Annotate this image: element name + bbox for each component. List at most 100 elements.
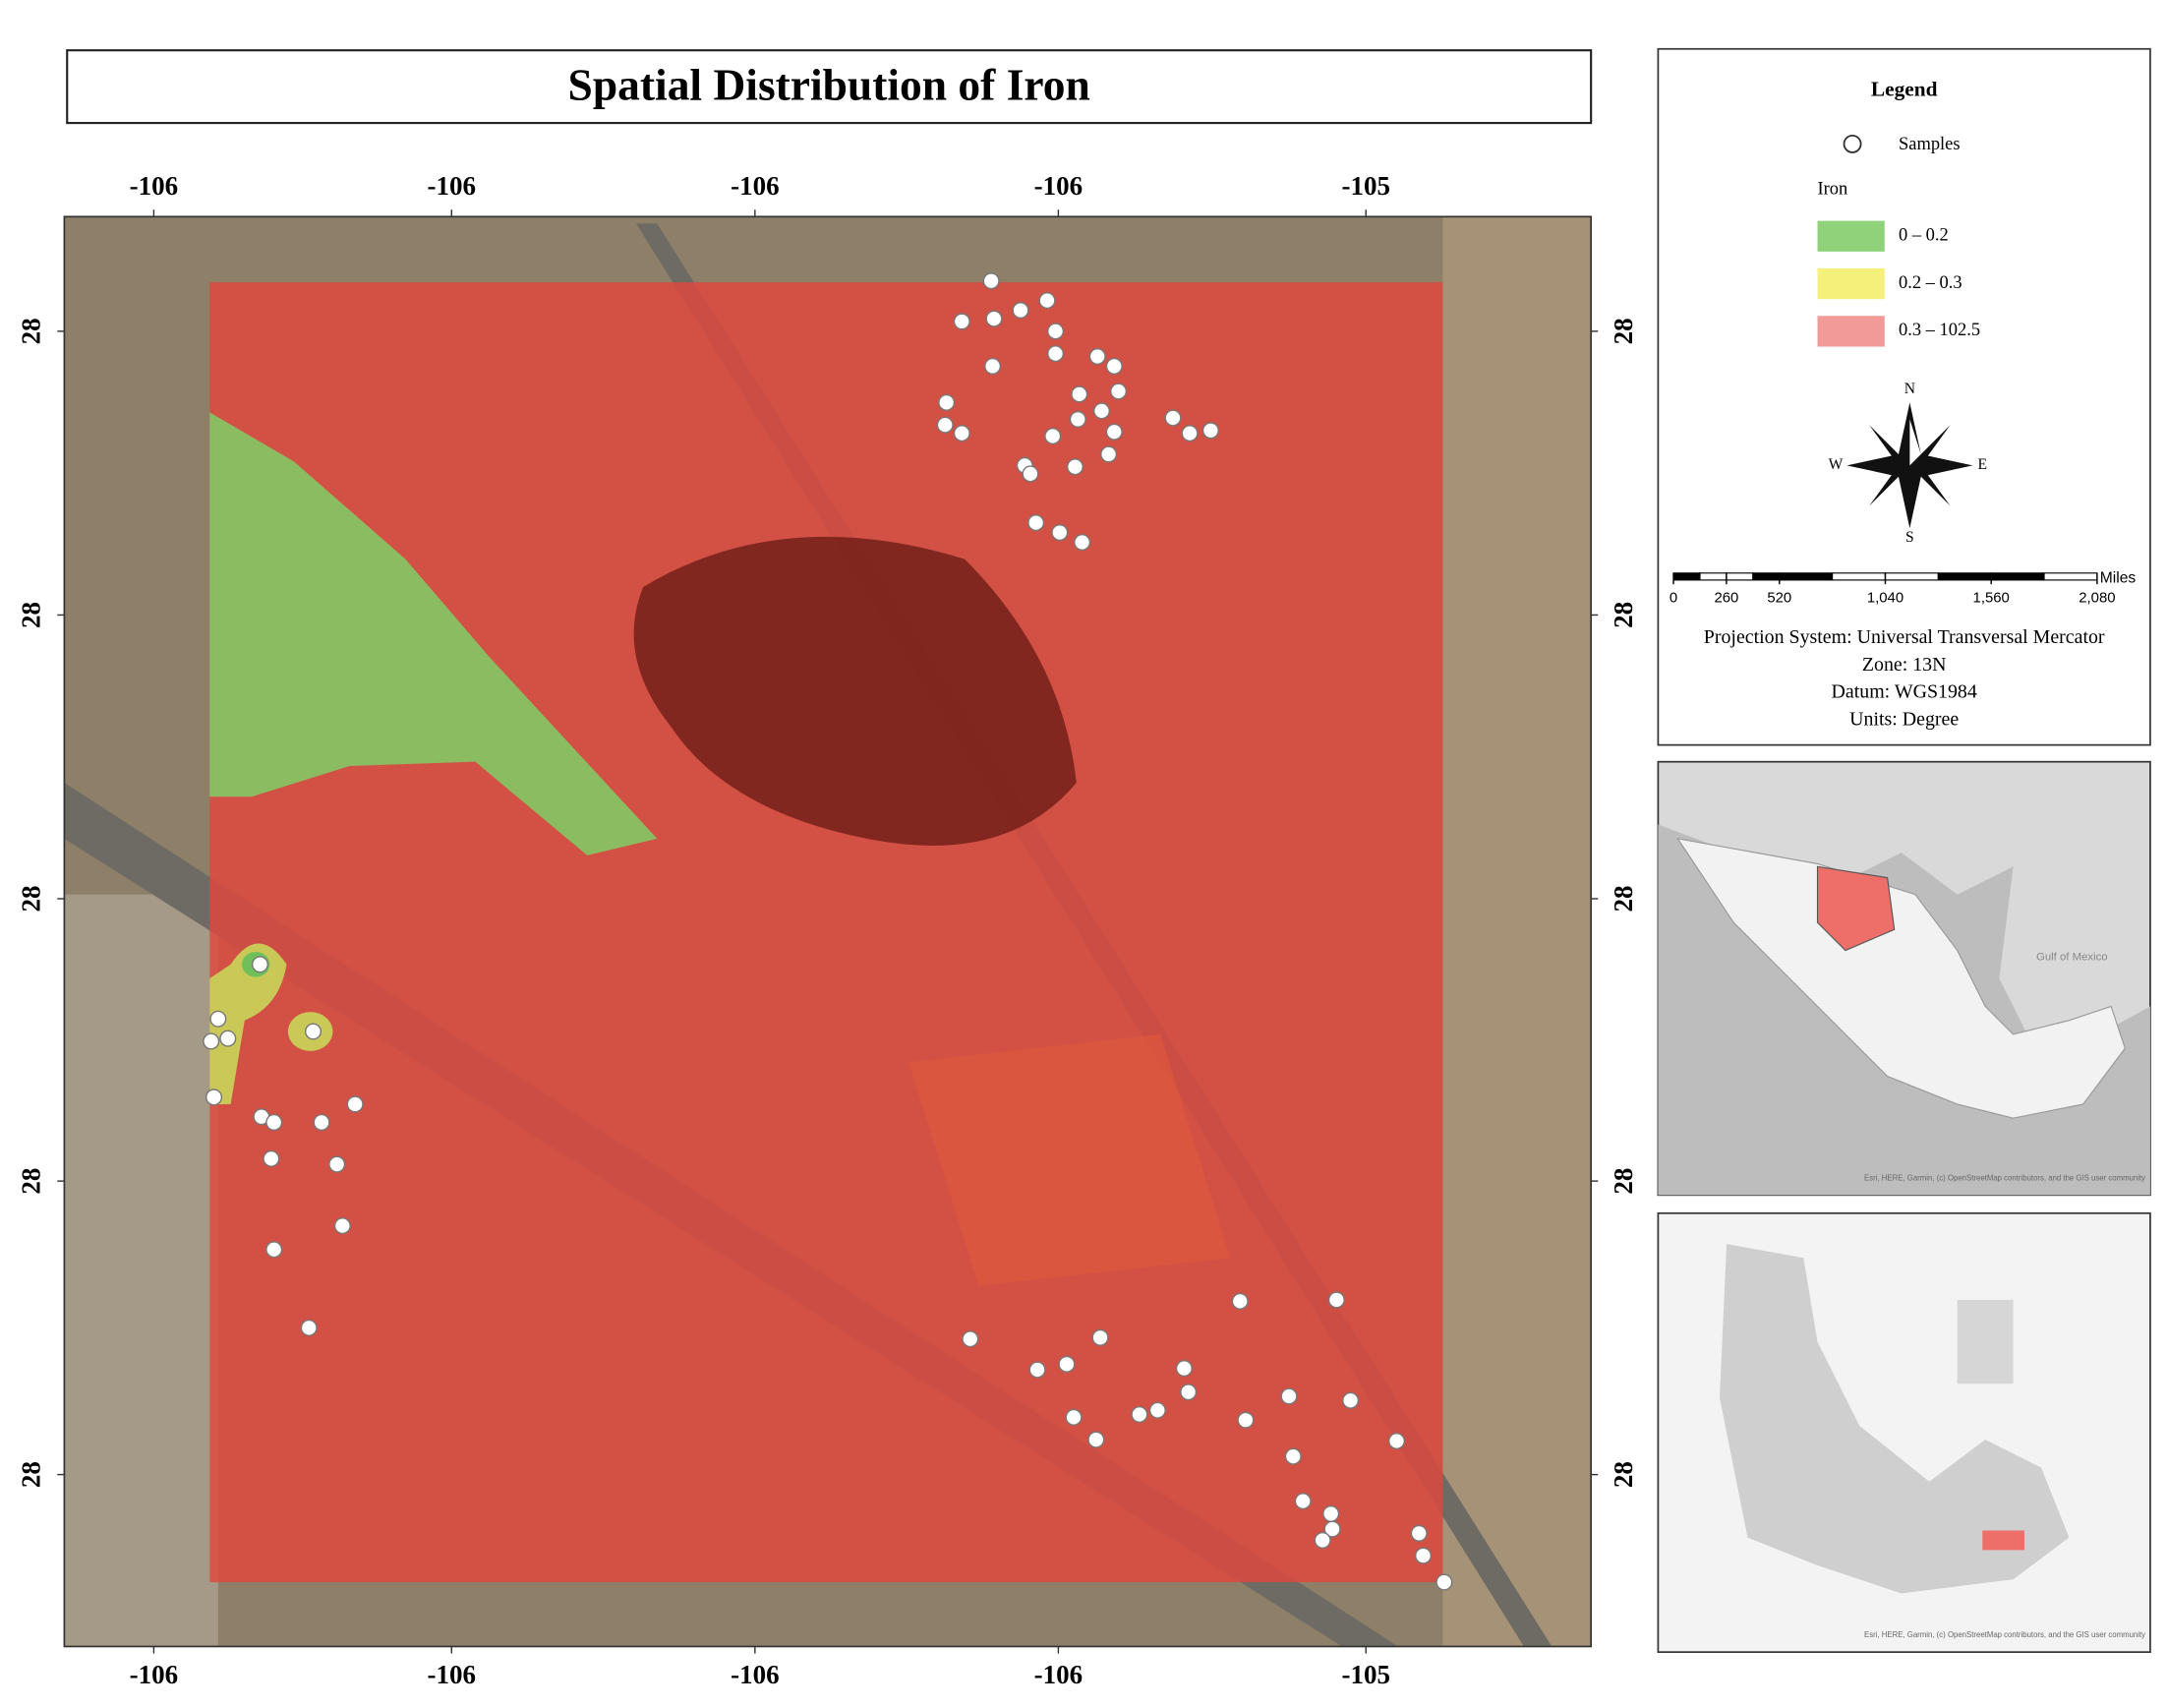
projection-line: Zone: 13N — [1862, 654, 1947, 676]
map-title: Spatial Distribution of Iron — [568, 59, 1090, 109]
sample-point — [265, 1113, 283, 1131]
sample-point — [1410, 1524, 1428, 1542]
sample-point — [1047, 345, 1065, 363]
sample-point — [1280, 1387, 1298, 1405]
scale-segment — [1990, 572, 2045, 581]
scale-label: 260 — [1714, 589, 1738, 606]
sample-point — [265, 1241, 283, 1259]
sample-symbol — [1843, 134, 1862, 153]
legend-title: Legend — [1871, 77, 1938, 100]
samples — [203, 272, 1453, 1591]
sample-point — [1105, 357, 1123, 375]
scale-bar: Miles 0 260 520 1,040 1,560 2,080 — [1669, 570, 2136, 607]
sample-point — [1414, 1547, 1433, 1564]
sample-point — [1164, 409, 1182, 427]
sample-point — [1100, 445, 1118, 463]
compass-s: S — [1905, 529, 1914, 546]
left-tick-label: 28 — [16, 1461, 45, 1488]
scale-label: 1,560 — [1973, 589, 2010, 606]
top-tick-label: -106 — [1034, 171, 1084, 201]
sample-point — [1181, 425, 1199, 442]
sample-point — [1058, 1355, 1076, 1373]
sample-point — [953, 313, 970, 330]
scale-segment — [1726, 572, 1754, 581]
class-mid-area — [209, 943, 287, 1104]
sample-point — [304, 1023, 322, 1040]
projection-line: Datum: WGS1984 — [1832, 681, 1977, 703]
sample-point — [328, 1155, 346, 1173]
top-tick-label: -105 — [1341, 171, 1390, 201]
compass-highlight — [1909, 419, 1921, 466]
sample-point — [1074, 533, 1091, 552]
sample-point — [1314, 1531, 1331, 1549]
sample-point — [982, 272, 1000, 290]
class-label: 0.3 – 102.5 — [1899, 320, 1980, 339]
class-label: 0.2 – 0.3 — [1899, 272, 1962, 292]
scale-label: 1,040 — [1867, 589, 1903, 606]
bottom-tick-label: -105 — [1341, 1660, 1390, 1689]
state-highlight — [1816, 865, 1896, 952]
sample-point — [1038, 292, 1056, 310]
sample-point — [985, 310, 1003, 327]
compass-w: W — [1829, 456, 1844, 473]
top-tick-label: -106 — [130, 171, 179, 201]
bottom-tick-label: -106 — [731, 1660, 780, 1689]
north-arrow: N S E W — [1829, 381, 1987, 546]
class-swatch — [1817, 220, 1885, 252]
right-tick-label: 28 — [1609, 602, 1638, 628]
class-swatch — [1817, 267, 1885, 300]
sample-point — [1294, 1493, 1312, 1510]
sample-point — [251, 956, 269, 973]
sample-point — [1435, 1573, 1453, 1591]
title-box — [66, 49, 1593, 125]
projection-line: Units: Degree — [1849, 708, 1959, 730]
sample-point — [1110, 383, 1128, 400]
top-tick-label: -106 — [731, 171, 780, 201]
sample-point — [1044, 427, 1062, 445]
legend-samples: Samples — [1899, 134, 1961, 153]
main-map — [63, 215, 1593, 1648]
sample-point — [1327, 1291, 1345, 1309]
sample-point — [219, 1030, 237, 1047]
scale-segment — [1672, 572, 1701, 581]
sample-point — [1028, 1361, 1046, 1379]
legend-classes: 0 – 0.2 0.2 – 0.3 0.3 – 102.5 — [1817, 220, 1980, 347]
sample-point — [1027, 514, 1045, 532]
sample-point — [1105, 423, 1123, 441]
sample-point — [300, 1319, 318, 1336]
urban-area — [1957, 1299, 2014, 1384]
scale-segment — [1884, 572, 1939, 581]
sample-point — [1047, 323, 1065, 340]
sample-point — [953, 425, 970, 442]
scale-label: 0 — [1669, 589, 1677, 606]
sample-point — [1322, 1504, 1340, 1522]
bottom-tick-label: -106 — [1034, 1660, 1084, 1689]
sample-point — [1284, 1447, 1302, 1465]
map-frame — [63, 215, 1593, 1648]
sample-point — [1201, 422, 1219, 440]
sample-point — [1231, 1292, 1249, 1310]
sample-point — [1092, 402, 1111, 420]
sample-point — [1131, 1405, 1148, 1424]
scale-unit: Miles — [2100, 570, 2137, 587]
sample-point — [333, 1217, 351, 1235]
imagery-east — [1442, 216, 1592, 1647]
bottom-tick-label: -106 — [428, 1660, 477, 1689]
scale-label: 2,080 — [2079, 589, 2115, 606]
study-area — [1982, 1530, 2024, 1551]
open-lot — [908, 1033, 1231, 1286]
inset-city: Esri, HERE, Garmin, (c) OpenStreetMap co… — [1657, 1211, 2151, 1653]
sample-point — [1012, 302, 1029, 320]
sample-point — [1087, 1431, 1105, 1448]
sample-point — [1069, 410, 1086, 428]
sample-point — [205, 1089, 223, 1106]
imagery-urban — [64, 894, 218, 1647]
projection-info: Projection System: Universal Transversal… — [1704, 626, 2105, 730]
compass-e: E — [1978, 456, 1988, 473]
scale-segment — [1752, 572, 1781, 581]
sample-point — [203, 1032, 220, 1050]
sample-point — [1387, 1432, 1406, 1450]
sample-point — [1342, 1391, 1360, 1409]
sample-point — [962, 1330, 979, 1348]
